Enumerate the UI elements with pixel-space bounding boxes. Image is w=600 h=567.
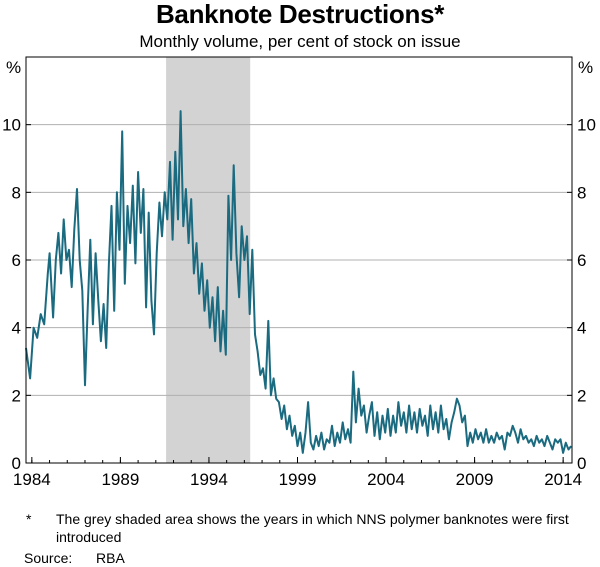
x-tick-label: 1994 <box>190 470 228 489</box>
chart-subtitle: Monthly volume, per cent of stock on iss… <box>139 32 461 51</box>
x-tick-label: 1984 <box>13 470 51 489</box>
y-tick-label-left: 6 <box>12 251 21 270</box>
y-unit-left: % <box>6 58 21 77</box>
y-tick-label-left: 10 <box>2 116 21 135</box>
y-tick-label-right: 2 <box>577 386 586 405</box>
y-tick-label-right: 8 <box>577 183 586 202</box>
y-tick-label-right: 0 <box>577 454 586 473</box>
x-tick-label: 1999 <box>279 470 317 489</box>
y-tick-label-left: 0 <box>12 454 21 473</box>
y-tick-label-right: 6 <box>577 251 586 270</box>
series-line <box>25 110 572 454</box>
footnote-marker: * <box>26 511 32 527</box>
y-tick-label-left: 4 <box>12 319 21 338</box>
y-tick-label-left: 2 <box>12 386 21 405</box>
x-tick-label: 2014 <box>544 470 582 489</box>
x-tick-label: 1989 <box>101 470 139 489</box>
chart-title: Banknote Destructions* <box>155 0 445 29</box>
y-tick-label-right: 10 <box>577 116 596 135</box>
x-tick-label: 2009 <box>456 470 494 489</box>
x-tick-label: 2004 <box>367 470 405 489</box>
plot-frame <box>25 56 573 464</box>
footnote-text: The grey shaded area shows the years in … <box>56 511 569 545</box>
source-value: RBA <box>96 550 125 566</box>
source-label: Source: <box>24 550 73 566</box>
y-tick-label-left: 8 <box>12 183 21 202</box>
y-tick-label-right: 4 <box>577 319 586 338</box>
y-unit-right: % <box>578 58 593 77</box>
source-note: Source: RBA <box>24 549 125 567</box>
